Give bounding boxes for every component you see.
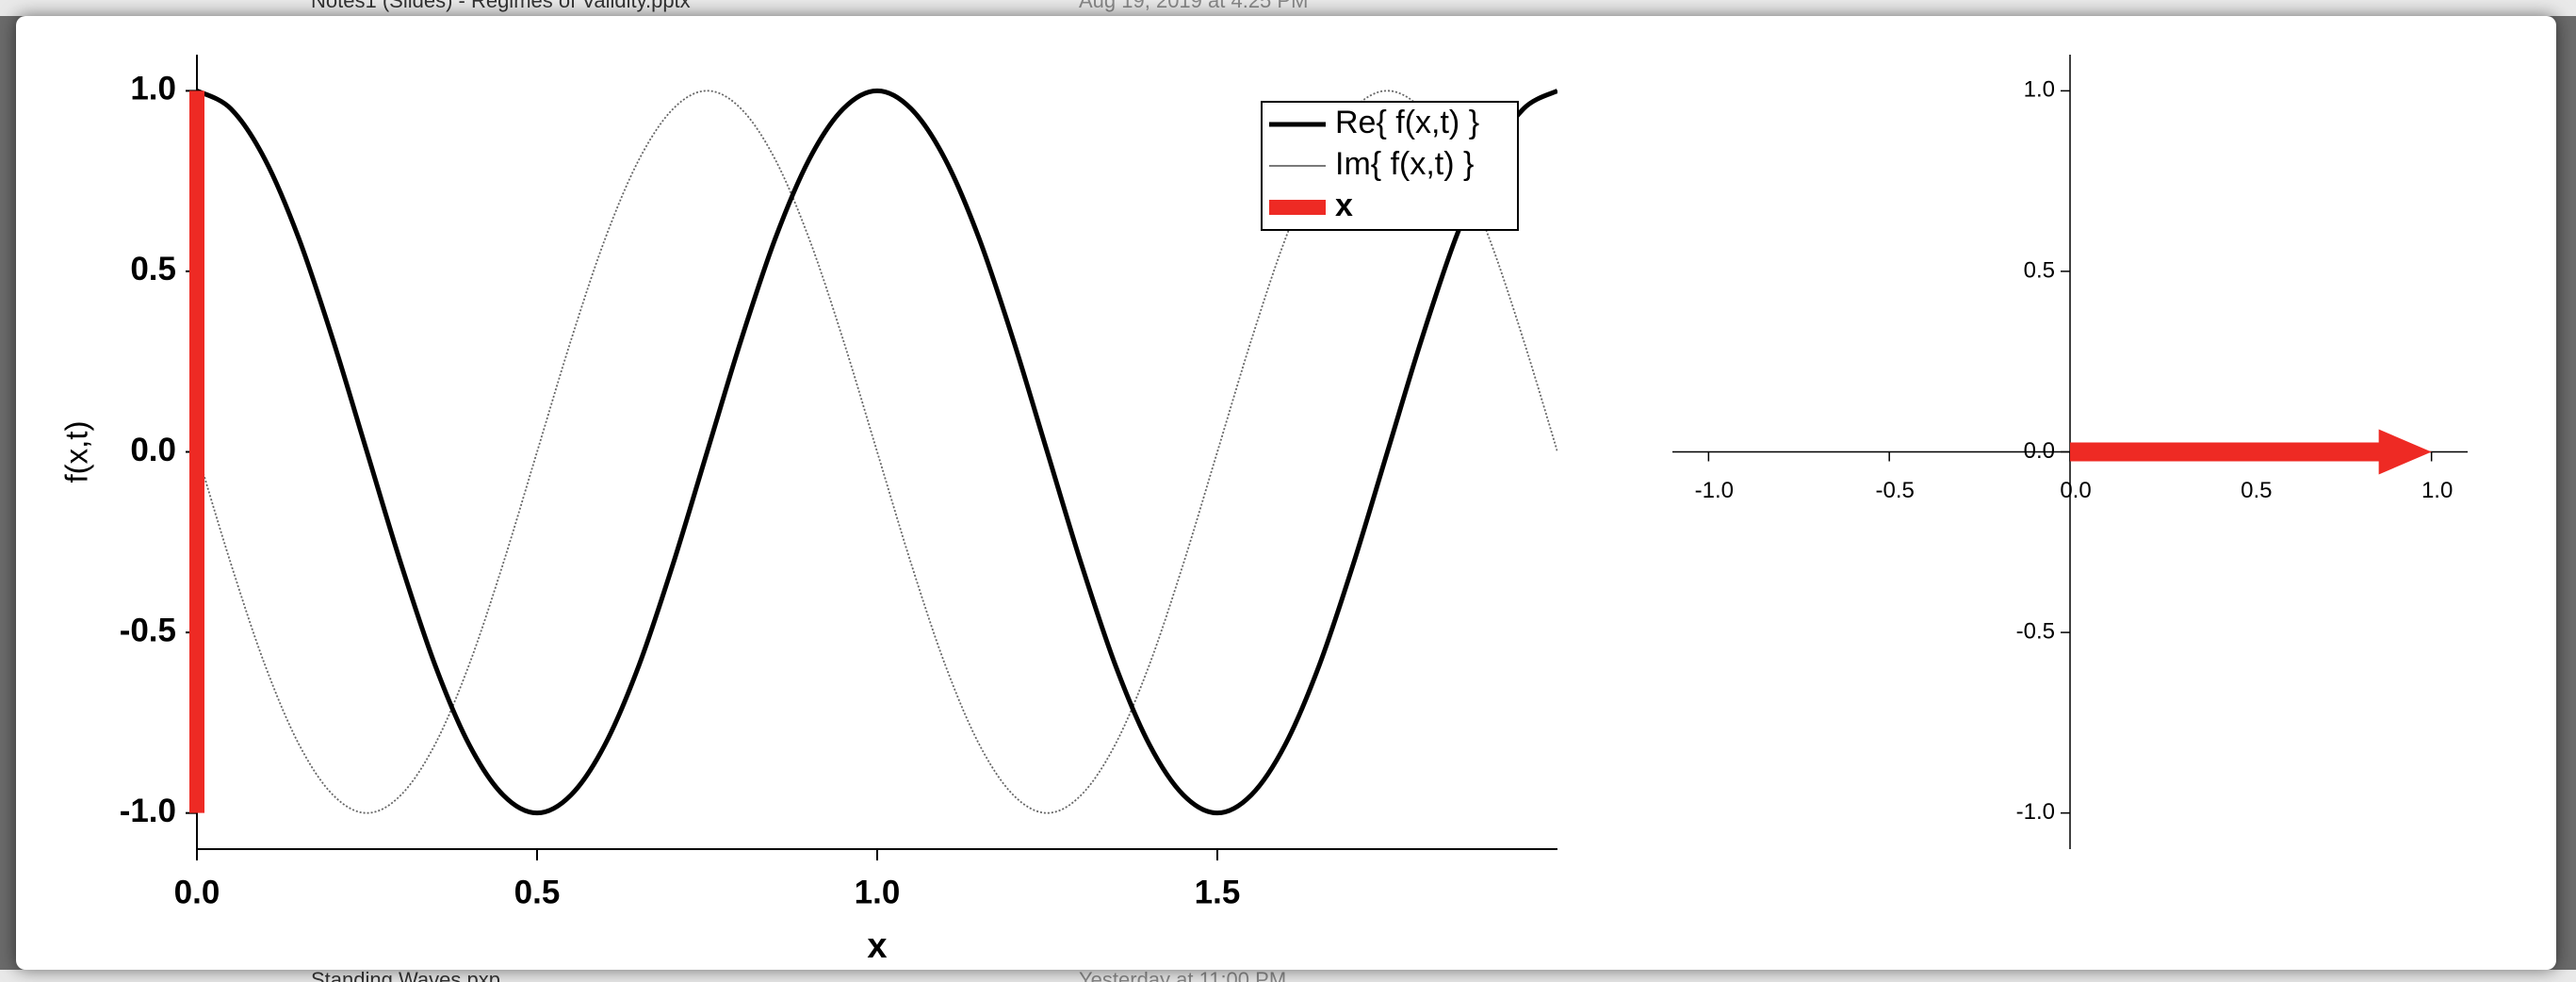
x-tick-label: 0.0 (174, 874, 220, 910)
background-window-top: Notes1 (Slides) - Regimes of Validity.pp… (0, 0, 2576, 16)
y-tick-label: 1.0 (2024, 77, 2055, 103)
legend-label: Re{ f(x,t) } (1335, 105, 1479, 140)
file-name: Notes1 (Slides) - Regimes of Validity.pp… (311, 0, 691, 12)
y-axis-label: f(x,t) (59, 421, 94, 483)
x-axis-label: x (867, 926, 887, 966)
file-date: Yesterday at 11:00 PM (1079, 970, 1287, 982)
series-line (195, 88, 1557, 816)
x-tick-label: 0.5 (2241, 478, 2272, 503)
x-tick-label: 1.0 (2421, 478, 2453, 503)
y-tick-label: -1.0 (120, 793, 176, 829)
background-window-bottom: Standing Waves.pxp Yesterday at 11:00 PM (0, 970, 2576, 982)
y-tick-label: 0.5 (2024, 257, 2055, 283)
y-tick-label: 0.5 (130, 251, 176, 287)
x-tick-label: 0.5 (514, 874, 561, 910)
y-tick-label: 1.0 (130, 71, 176, 107)
x-tick-label: -0.5 (1876, 478, 1915, 503)
y-tick-label: -1.0 (2016, 799, 2055, 825)
y-tick-label: 0.0 (2024, 438, 2055, 464)
vector-arrow (2070, 429, 2432, 475)
legend-label: x (1335, 188, 1353, 223)
x-tick-label: 1.5 (1195, 874, 1241, 910)
file-date: Aug 19, 2019 at 4:25 PM (1079, 0, 1309, 12)
file-name: Standing Waves.pxp (311, 970, 500, 982)
graph: -1.0 -0.5 0.0 0.5 1.0 0.0 0.5 1.0 1.5 x f(x,t) Re{ … (59, 55, 2468, 966)
legend: Re{ f(x,t) } Im{ f(x,t) } x (1261, 101, 1519, 231)
x-tick-label: -1.0 (1695, 478, 1734, 503)
legend-label: Im{ f(x,t) } (1335, 146, 1474, 182)
y-tick-label: -0.5 (120, 612, 176, 648)
x-tick-label: 1.0 (855, 874, 901, 910)
x-tick-label: 0.0 (2060, 478, 2091, 503)
y-tick-label: -0.5 (2016, 618, 2055, 644)
y-tick-label: 0.0 (130, 432, 176, 468)
graph-window: -1.0 -0.5 0.0 0.5 1.0 0.0 0.5 1.0 1.5 x f(x,t) Re{ … (16, 16, 2556, 970)
